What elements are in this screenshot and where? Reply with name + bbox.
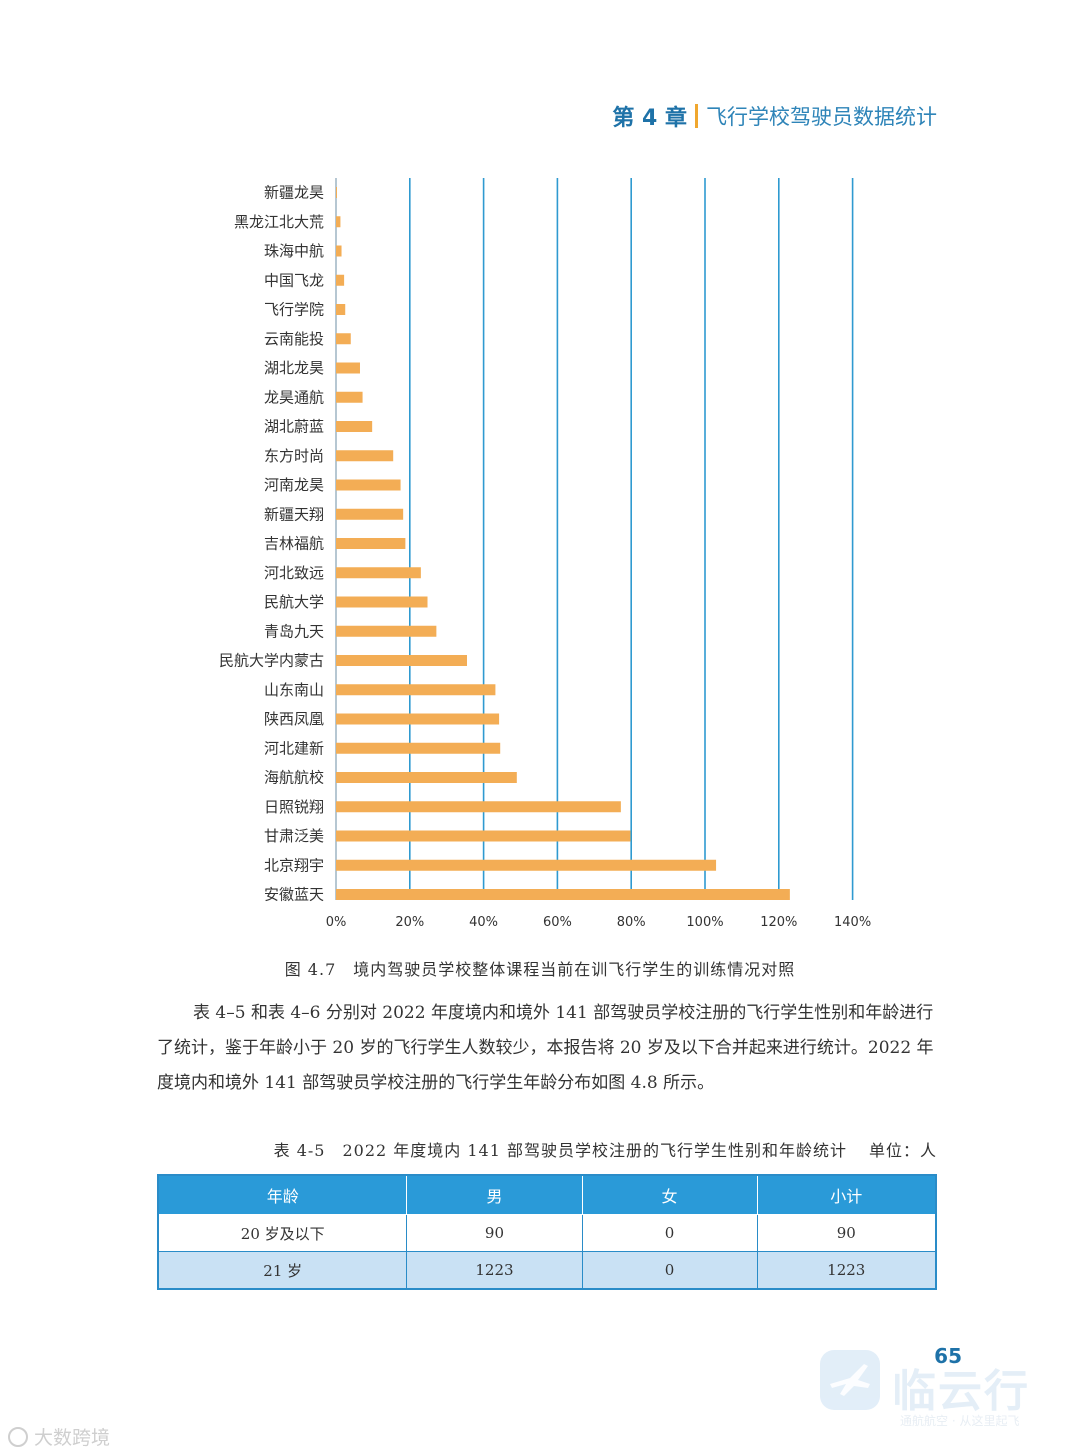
bar [336, 772, 517, 783]
table-caption: 表 4-5 2022 年度境内 141 部驾驶员学校注册的飞行学生性别和年龄统计… [157, 1137, 937, 1161]
chapter-number: 第 4 章 [612, 106, 687, 131]
x-tick-label: 60% [543, 915, 572, 930]
table-header-cell: 小计 [756, 1174, 937, 1215]
category-label: 云南能投 [264, 330, 324, 348]
bar [336, 450, 394, 462]
bar [336, 801, 621, 813]
category-label: 黑龙江北大荒 [234, 213, 324, 231]
category-label: 珠海中航 [264, 242, 324, 260]
category-label: 中国飞龙 [264, 271, 324, 289]
bar [336, 479, 401, 491]
category-label: 民航大学 [264, 593, 324, 611]
watermark-logo-icon [820, 1350, 880, 1410]
table-header-row: 年龄 男 女 小计 [157, 1174, 937, 1215]
bar [336, 216, 341, 228]
stats-table: 年龄 男 女 小计 20 岁及以下 90 0 90 21 岁 1223 0 12… [157, 1174, 937, 1290]
table-header-cell: 男 [406, 1174, 583, 1215]
category-label: 山东南山 [264, 681, 324, 699]
header-divider [695, 104, 698, 128]
body-paragraph: 表 4–5 和表 4–6 分别对 2022 年度境内和境外 141 部驾驶员学校… [157, 996, 937, 1101]
bar [336, 391, 363, 403]
category-label: 东方时尚 [264, 447, 324, 465]
table-cell: 1223 [756, 1251, 937, 1290]
category-label: 飞行学院 [264, 301, 324, 319]
table-unit: 单位：人 [868, 1141, 937, 1160]
bar [336, 274, 345, 286]
chart-x-tick-labels: 0% 20% 40% 60% 80% 100% 120% 140% [326, 915, 871, 930]
bar [336, 684, 496, 696]
table-cell: 90 [756, 1214, 937, 1252]
bar [336, 655, 467, 666]
bar [336, 304, 346, 315]
chapter-header: 第 4 章 飞行学校驾驶员数据统计 [612, 100, 937, 132]
bar [336, 596, 428, 608]
category-label: 湖北蔚蓝 [264, 418, 324, 436]
category-label: 湖北龙昊 [264, 359, 324, 377]
category-label: 新疆龙昊 [264, 184, 324, 202]
bar [336, 859, 717, 871]
bar [336, 713, 500, 725]
bar [336, 362, 360, 374]
bar [336, 538, 406, 549]
category-label: 陕西凤凰 [264, 710, 324, 728]
bar [336, 245, 342, 257]
table-cell: 0 [581, 1214, 758, 1252]
bar [336, 567, 421, 579]
table-cell: 20 岁及以下 [157, 1214, 408, 1252]
table-cell: 90 [406, 1214, 583, 1252]
bar [336, 187, 337, 198]
category-label: 吉林福航 [264, 535, 324, 553]
chart-category-labels: 新疆龙昊黑龙江北大荒珠海中航中国飞龙飞行学院云南能投湖北龙昊龙昊通航湖北蔚蓝东方… [219, 184, 324, 904]
category-label: 海航航校 [264, 769, 324, 787]
bar [336, 508, 404, 520]
x-tick-label: 100% [686, 915, 723, 930]
x-tick-label: 80% [617, 915, 646, 930]
table-cell: 21 岁 [157, 1251, 408, 1290]
x-tick-label: 40% [469, 915, 498, 930]
category-label: 新疆天翔 [264, 505, 324, 523]
chart-gridlines [335, 178, 854, 900]
bar [336, 421, 373, 432]
watermark-subtitle: 通航航空 · 从这里起飞 [900, 1414, 1020, 1428]
paragraph-text: 表 4–5 和表 4–6 分别对 2022 年度境内和境外 141 部驾驶员学校… [157, 1003, 934, 1093]
category-label: 甘肃泛美 [264, 827, 324, 845]
x-tick-label: 140% [834, 915, 871, 930]
page-number: 65 [934, 1344, 962, 1368]
figure-caption: 图 4.7 境内驾驶员学校整体课程当前在训飞行学生的训练情况对照 [284, 960, 796, 979]
table-row: 21 岁 1223 0 1223 [157, 1251, 937, 1290]
bar [336, 889, 790, 900]
x-tick-label: 0% [326, 915, 347, 930]
chapter-title: 飞行学校驾驶员数据统计 [706, 105, 937, 129]
table-row: 20 岁及以下 90 0 90 [157, 1214, 937, 1252]
category-label: 河北建新 [264, 739, 324, 757]
category-label: 河北致远 [264, 564, 324, 582]
bar [336, 625, 437, 637]
category-label: 青岛九天 [264, 622, 324, 640]
category-label: 北京翔宇 [264, 856, 324, 874]
chart-bars [336, 187, 790, 900]
source-logo-icon [8, 1426, 28, 1447]
table-caption-text: 表 4-5 2022 年度境内 141 部驾驶员学校注册的飞行学生性别和年龄统计 [273, 1141, 847, 1160]
source-watermark: 大数跨境 [8, 1423, 110, 1450]
x-tick-label: 120% [760, 915, 797, 930]
bar [336, 830, 631, 842]
table-cell: 1223 [406, 1251, 583, 1290]
category-label: 安徽蓝天 [264, 886, 324, 904]
category-label: 民航大学内蒙古 [219, 652, 324, 670]
table-cell: 0 [581, 1251, 758, 1290]
source-watermark-text: 大数跨境 [34, 1427, 111, 1449]
x-tick-label: 20% [395, 915, 424, 930]
category-label: 龙昊通航 [264, 388, 324, 406]
table-header-cell: 女 [581, 1174, 758, 1215]
watermark-brand: 临云行 [892, 1366, 1030, 1417]
category-label: 日照锐翔 [264, 798, 324, 816]
bar [336, 742, 501, 754]
table-header-cell: 年龄 [157, 1174, 408, 1215]
bar-chart: 新疆龙昊黑龙江北大荒珠海中航中国飞龙飞行学院云南能投湖北龙昊龙昊通航湖北蔚蓝东方… [219, 178, 871, 930]
bar [336, 333, 351, 345]
category-label: 河南龙昊 [264, 476, 324, 494]
